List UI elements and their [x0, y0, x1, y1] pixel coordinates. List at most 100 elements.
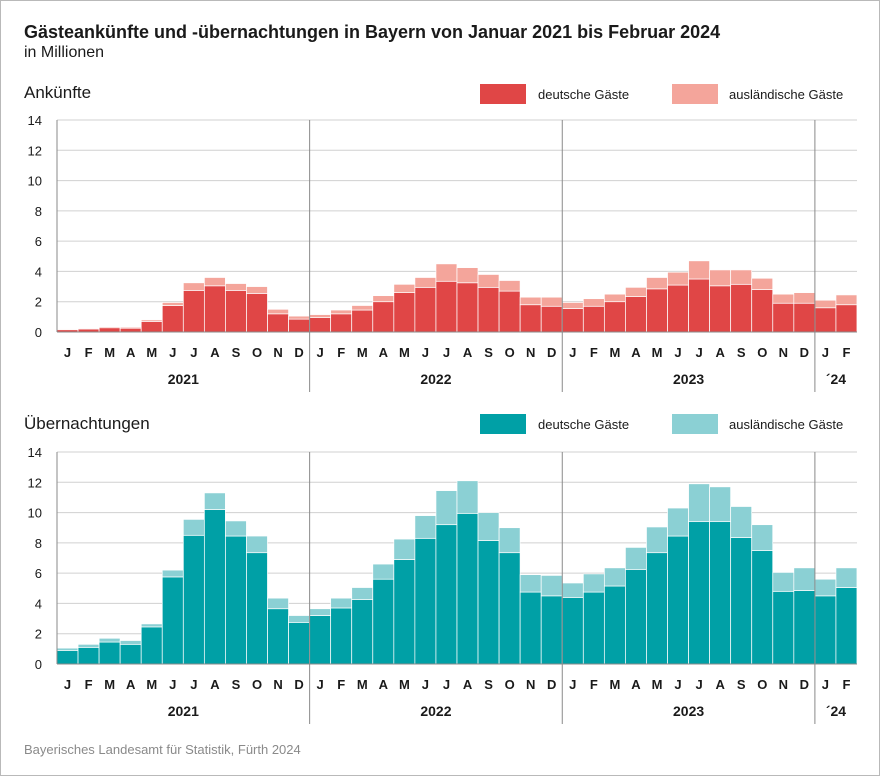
- x-tick-label: O: [252, 345, 262, 360]
- bar-segment-foreign: [498, 280, 521, 292]
- x-tick-label: F: [85, 345, 93, 360]
- x-tick-label: A: [126, 677, 136, 692]
- y-tick-label: 4: [35, 264, 42, 279]
- x-tick-label: O: [505, 677, 515, 692]
- bar-segment-german: [582, 305, 605, 333]
- bar-segment-foreign: [393, 283, 416, 293]
- bar-segment-foreign: [330, 597, 353, 609]
- bar-segment-foreign: [351, 305, 374, 311]
- bar-segment-german: [393, 559, 416, 665]
- bar-segment-german: [477, 286, 500, 333]
- x-tick-label: F: [842, 677, 850, 692]
- x-tick-label: A: [379, 345, 389, 360]
- panel-title: Übernachtungen: [24, 414, 150, 433]
- x-tick-label: M: [146, 677, 157, 692]
- x-tick-label: J: [317, 677, 324, 692]
- bar-segment-foreign: [477, 274, 500, 288]
- bar-segment-foreign: [372, 563, 395, 580]
- y-tick-label: 12: [28, 143, 42, 158]
- bar-segment-german: [182, 534, 205, 665]
- bar-segment-foreign: [582, 573, 605, 593]
- bar-segment-foreign: [730, 506, 753, 538]
- x-tick-label: F: [85, 677, 93, 692]
- x-tick-label: F: [842, 345, 850, 360]
- legend-swatch: [672, 414, 718, 434]
- x-tick-label: J: [569, 677, 576, 692]
- y-tick-label: 10: [28, 506, 42, 521]
- bar-segment-german: [667, 284, 689, 333]
- bar-segment-german: [456, 512, 479, 665]
- bar-segment-foreign: [625, 286, 647, 297]
- x-tick-label: J: [190, 677, 197, 692]
- bar-segment-foreign: [288, 315, 310, 320]
- x-tick-label: F: [590, 677, 598, 692]
- bar-segment-german: [77, 646, 100, 665]
- bar-segment-foreign: [709, 269, 731, 287]
- bar-segment-foreign: [182, 519, 205, 536]
- bar-segment-german: [288, 318, 310, 333]
- x-tick-label: J: [422, 677, 429, 692]
- bar-segment-german: [582, 591, 605, 665]
- bar-segment-foreign: [246, 535, 268, 554]
- y-tick-label: 10: [28, 174, 42, 189]
- bar-segment-foreign: [625, 547, 647, 570]
- bar-segment-german: [225, 535, 247, 665]
- bar-segment-foreign: [351, 587, 374, 600]
- bar-segment-german: [140, 321, 163, 333]
- x-tick-label: O: [757, 677, 767, 692]
- bar-segment-foreign: [140, 319, 163, 322]
- bar-segment-foreign: [119, 326, 142, 329]
- bar-segment-foreign: [814, 299, 837, 309]
- bar-segment-german: [119, 643, 142, 665]
- bar-segment-german: [625, 296, 647, 333]
- bar-segment-german: [98, 641, 121, 665]
- y-tick-label: 12: [28, 475, 42, 490]
- bar-segment-foreign: [204, 492, 226, 510]
- bar-segment-foreign: [519, 574, 542, 593]
- year-label: 2023: [673, 371, 704, 387]
- bar-segment-foreign: [182, 282, 205, 291]
- bar-segment-german: [140, 626, 163, 665]
- bar-segment-foreign: [772, 293, 795, 304]
- y-tick-label: 8: [35, 536, 42, 551]
- x-tick-label: J: [169, 677, 176, 692]
- bar-segment-german: [267, 313, 289, 333]
- bar-segment-german: [204, 285, 226, 333]
- bar-segment-german: [498, 290, 521, 333]
- bar-segment-foreign: [751, 277, 774, 290]
- bar-segment-foreign: [414, 515, 437, 539]
- bar-segment-foreign: [667, 271, 689, 286]
- bar-segment-foreign: [161, 302, 184, 306]
- bar-segment-german: [435, 280, 458, 333]
- bar-segment-german: [246, 293, 268, 333]
- bar-segment-foreign: [204, 277, 226, 287]
- bar-segment-foreign: [498, 527, 521, 554]
- bar-segment-german: [793, 590, 816, 665]
- bar-segment-german: [540, 595, 563, 665]
- x-tick-label: D: [294, 677, 303, 692]
- x-tick-label: A: [631, 677, 641, 692]
- bar-segment-german: [456, 282, 479, 333]
- x-tick-label: M: [652, 677, 663, 692]
- bar-segment-foreign: [225, 283, 247, 291]
- x-tick-label: M: [399, 345, 410, 360]
- bar-segment-foreign: [56, 328, 79, 331]
- x-tick-label: J: [190, 345, 197, 360]
- bar-segment-german: [330, 607, 353, 665]
- bar-segment-foreign: [793, 292, 816, 304]
- bar-segment-german: [772, 302, 795, 333]
- x-tick-label: J: [64, 677, 71, 692]
- bar-segment-german: [267, 608, 289, 665]
- year-label: ´24: [826, 703, 846, 719]
- x-tick-label: J: [674, 345, 681, 360]
- x-tick-label: M: [609, 677, 620, 692]
- bar-segment-german: [814, 307, 837, 333]
- year-label: 2021: [168, 371, 199, 387]
- bar-segment-foreign: [477, 512, 500, 541]
- bar-segment-german: [372, 301, 395, 333]
- x-tick-label: D: [800, 677, 809, 692]
- bar-segment-german: [604, 301, 626, 333]
- bar-segment-foreign: [56, 647, 79, 651]
- source-note: Bayerisches Landesamt für Statistik, Für…: [24, 742, 301, 757]
- year-label: 2022: [420, 371, 451, 387]
